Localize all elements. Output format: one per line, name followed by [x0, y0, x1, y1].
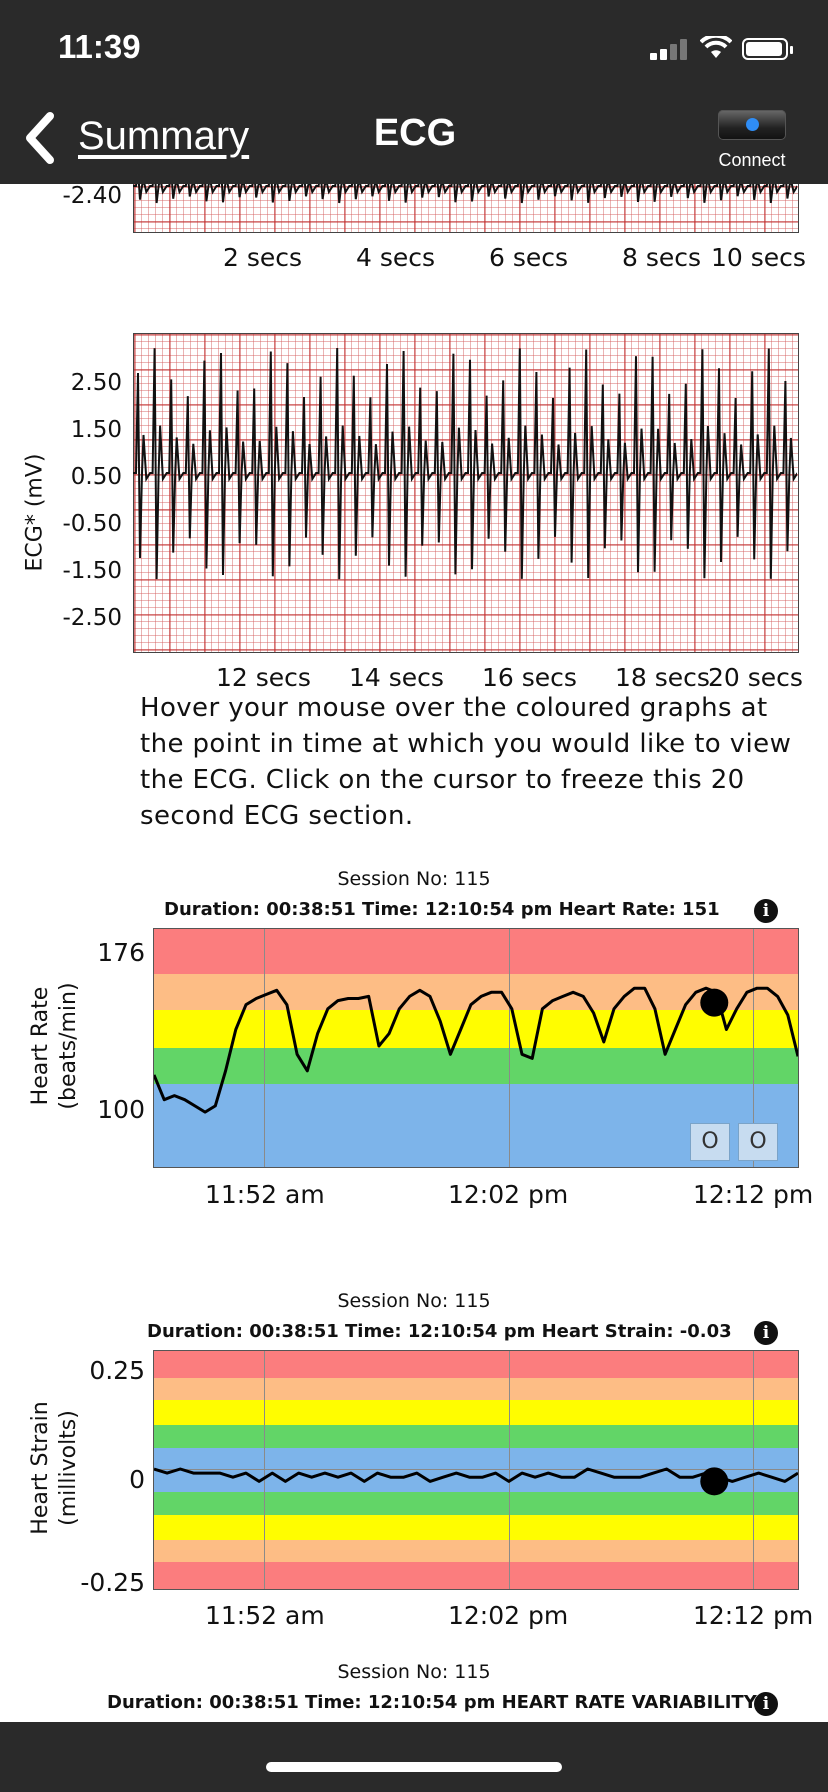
- back-button[interactable]: Summary: [22, 108, 267, 168]
- device-icon: [718, 110, 786, 140]
- heart-rate-chart[interactable]: O O: [153, 928, 799, 1168]
- ecg1-x-tick: 10 secs: [711, 243, 806, 272]
- connect-label: Connect: [718, 150, 786, 170]
- ecg-y-tick: -2.50: [62, 605, 122, 631]
- ecg-trace-2: [133, 347, 797, 580]
- hr-y-tick: 100: [97, 1095, 145, 1124]
- strain-x-tick: 11:52 am: [205, 1601, 325, 1630]
- ecg1-x-tick: 4 secs: [356, 243, 436, 272]
- ecg-y-tick: -0.50: [62, 511, 122, 537]
- ecg2-x-tick: 12 secs: [216, 663, 311, 692]
- heart-strain-line: [154, 1467, 798, 1483]
- home-indicator[interactable]: [266, 1762, 562, 1772]
- back-label: Summary: [78, 114, 250, 158]
- page-title: ECG: [373, 112, 457, 154]
- ecg-trace-1: [133, 184, 797, 204]
- ecg-y-tick: 1.50: [70, 417, 122, 443]
- hr-session-no: Session No: 115: [337, 868, 491, 890]
- ecg-y-tick: 0.50: [70, 464, 122, 490]
- ecg-waveform: [133, 347, 797, 580]
- ecg1-x-tick: 6 secs: [489, 243, 569, 272]
- strain-y-tick: -0.25: [80, 1568, 145, 1597]
- time-cursor-dot: [700, 1467, 729, 1496]
- strain-y-tick: 0: [129, 1465, 145, 1494]
- info-icon[interactable]: i: [754, 1692, 778, 1716]
- top-bar: 11:39 Summary ECG Connect: [0, 0, 828, 184]
- hr-x-tick: 12:02 pm: [448, 1180, 569, 1209]
- ecg-y-tick: 2.50: [70, 370, 122, 396]
- ecg2-x-tick: 16 secs: [482, 663, 577, 692]
- heart-strain-chart[interactable]: [153, 1350, 799, 1590]
- strain-info-line: Duration: 00:38:51 Time: 12:10:54 pm Hea…: [147, 1321, 732, 1342]
- ecg1-y-tick: -2.40: [62, 183, 122, 209]
- event-marker[interactable]: O: [690, 1123, 730, 1161]
- strain-y-tick: 0.25: [89, 1356, 145, 1385]
- hr-x-tick: 12:12 pm: [693, 1180, 814, 1209]
- ecg-y-tick: -1.50: [62, 558, 122, 584]
- wifi-icon: [700, 36, 732, 58]
- status-time: 11:39: [58, 28, 141, 65]
- battery-icon: [742, 38, 793, 60]
- ecg2-x-tick: 14 secs: [349, 663, 444, 692]
- bottom-bar: [0, 1722, 828, 1792]
- hrv-session-no: Session No: 115: [337, 1661, 491, 1683]
- ecg-waveform: [133, 184, 797, 204]
- hint-text: Hover your mouse over the coloured graph…: [140, 693, 792, 831]
- heart-rate-line: [154, 986, 798, 1114]
- ecg1-x-tick: 2 secs: [223, 243, 303, 272]
- ecg2-x-tick: 20 secs: [708, 663, 803, 692]
- ecg2-x-tick: 18 secs: [615, 663, 710, 692]
- strain-x-tick: 12:12 pm: [693, 1601, 814, 1630]
- connect-button[interactable]: Connect: [700, 108, 804, 174]
- time-cursor-dot: [700, 988, 729, 1017]
- hr-y-tick: 176: [97, 938, 145, 967]
- ecg1-x-tick: 8 secs: [622, 243, 702, 272]
- cellular-signal-icon: [650, 38, 690, 60]
- info-icon[interactable]: i: [754, 899, 778, 923]
- hr-x-tick: 11:52 am: [205, 1180, 325, 1209]
- info-icon[interactable]: i: [754, 1321, 778, 1345]
- hr-info-line: Duration: 00:38:51 Time: 12:10:54 pm Hea…: [164, 899, 720, 920]
- chevron-left-icon: [26, 112, 54, 164]
- hrv-info-line: Duration: 00:38:51 Time: 12:10:54 pm HEA…: [107, 1692, 763, 1713]
- event-marker[interactable]: O: [738, 1123, 778, 1161]
- strain-x-tick: 12:02 pm: [448, 1601, 569, 1630]
- strain-session-no: Session No: 115: [337, 1290, 491, 1312]
